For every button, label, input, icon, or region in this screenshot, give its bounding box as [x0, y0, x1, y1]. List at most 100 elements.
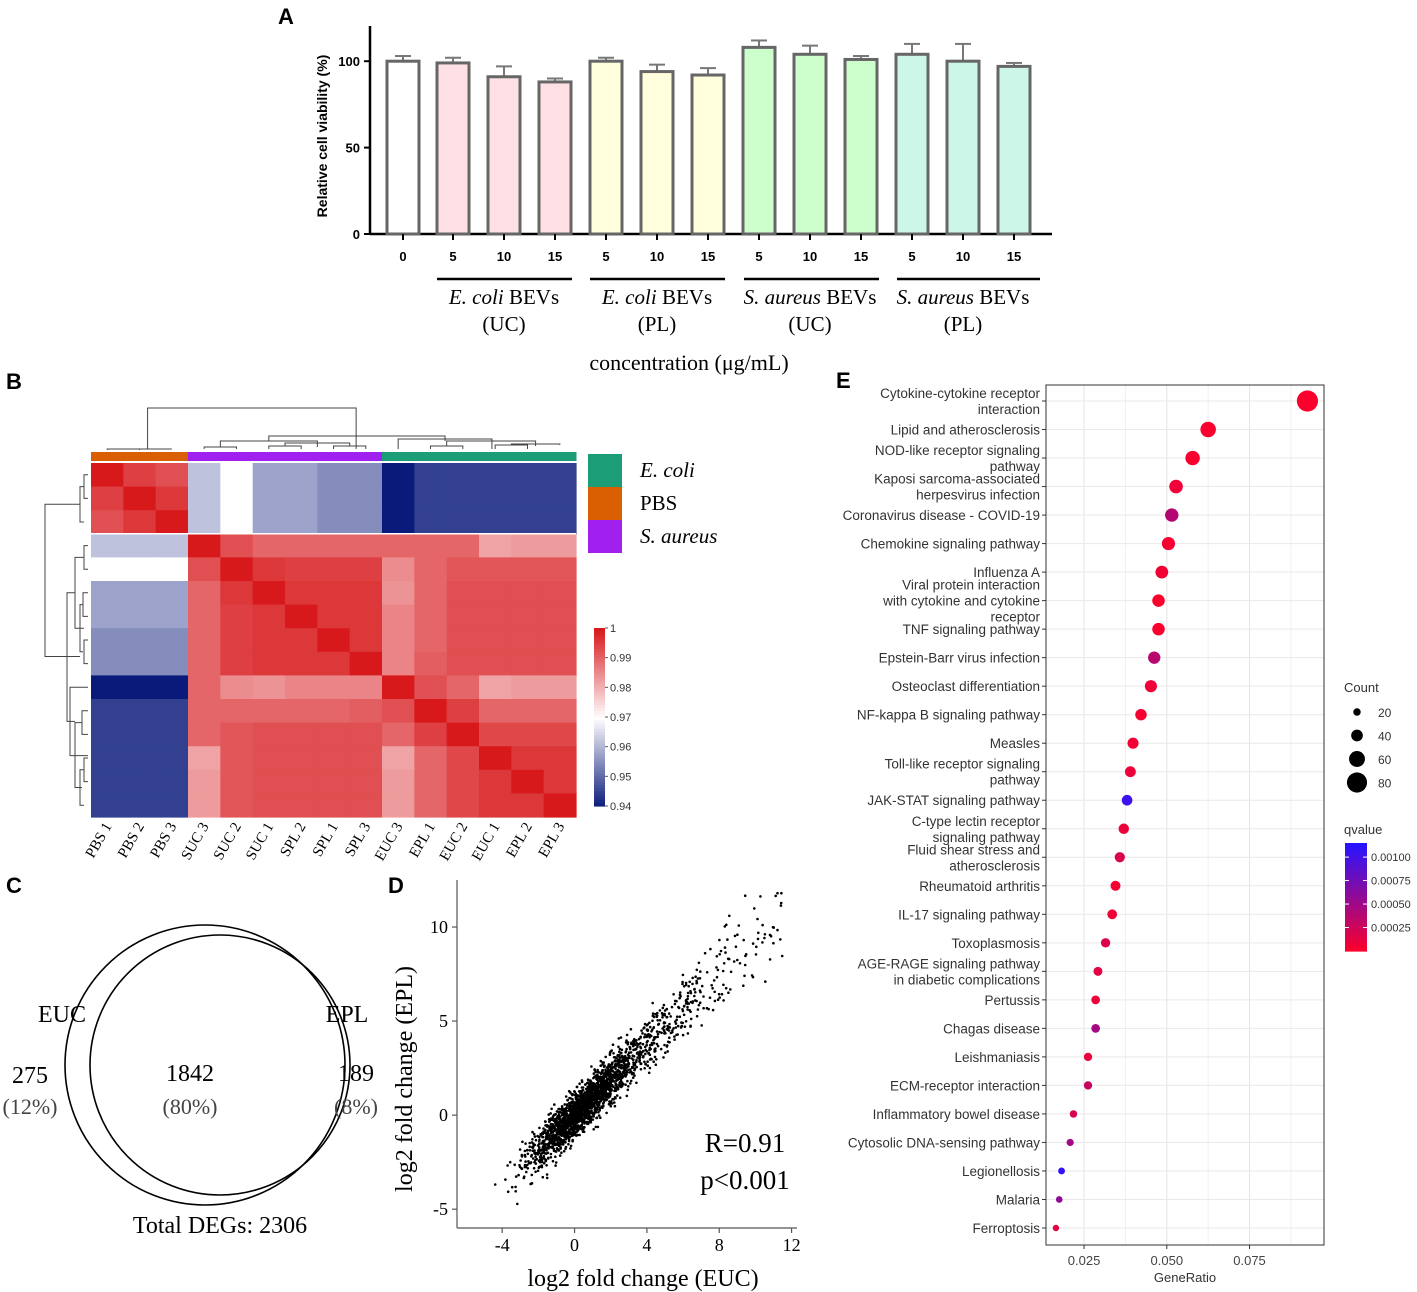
- pathway-dot: [1114, 852, 1125, 863]
- scatter-point: [540, 1148, 544, 1151]
- scatter-point: [596, 1068, 599, 1072]
- scale-bar-segment: [594, 660, 605, 665]
- heatmap-cell: [543, 699, 577, 724]
- x-tick-label: 5: [602, 249, 609, 264]
- scatter-point: [573, 1124, 576, 1127]
- heatmap-cell: [220, 675, 254, 700]
- heatmap-cell: [220, 769, 254, 794]
- scatter-point: [650, 1041, 654, 1045]
- scatter-point: [590, 1081, 593, 1084]
- scatter-point: [554, 1118, 558, 1121]
- scatter-point: [517, 1173, 520, 1177]
- scatter-point: [599, 1059, 603, 1063]
- color-legend-segment: [1345, 940, 1367, 944]
- scatter-point: [583, 1096, 586, 1099]
- scatter-point: [595, 1116, 599, 1119]
- pathway-label: Kaposi sarcoma-associated: [874, 472, 1040, 487]
- scatter-point: [661, 1016, 664, 1019]
- heatmap-cell: [349, 557, 383, 582]
- heatmap-cell: [317, 510, 351, 535]
- scatter-point: [549, 1122, 553, 1126]
- heatmap-cell: [511, 769, 545, 794]
- scatter-point: [615, 1094, 619, 1097]
- scatter-point: [658, 1009, 662, 1012]
- scatter-point: [674, 1022, 678, 1025]
- heatmap-cell: [252, 793, 286, 818]
- scatter-point: [607, 1093, 610, 1096]
- heatmap-cell: [543, 628, 577, 653]
- scatter-point: [576, 1106, 579, 1109]
- scatter-point: [574, 1106, 577, 1110]
- scatter-point: [518, 1148, 522, 1151]
- dendrogram-branch: [83, 545, 88, 570]
- heatmap-cell: [414, 651, 448, 676]
- heatmap-cell: [220, 699, 254, 724]
- heatmap-cell: [91, 699, 124, 724]
- scatter-point: [593, 1083, 596, 1086]
- scatter-point: [570, 1131, 573, 1134]
- scatter-point: [743, 894, 747, 897]
- scatter-point: [532, 1166, 536, 1170]
- x-tick-label: 15: [1007, 249, 1021, 264]
- scatter-point: [751, 942, 755, 945]
- scatter-point: [549, 1145, 552, 1149]
- scatter-point: [669, 1015, 672, 1018]
- scale-bar-segment: [594, 684, 605, 688]
- heatmap-cell: [285, 651, 318, 676]
- scatter-point: [541, 1175, 545, 1179]
- scatter-point: [686, 1005, 689, 1009]
- scatter-point: [593, 1105, 596, 1108]
- scatter-point: [541, 1135, 545, 1139]
- scatter-point: [597, 1114, 601, 1117]
- scatter-point: [551, 1123, 555, 1126]
- scatter-point: [593, 1108, 596, 1112]
- scatter-point: [678, 993, 682, 997]
- scatter-point: [523, 1165, 527, 1169]
- annotation-legend-swatch: [588, 454, 622, 487]
- scatter-point: [631, 1072, 634, 1075]
- scatter-point: [643, 1022, 647, 1026]
- venn-left-count: 275: [12, 1063, 48, 1089]
- scatter-point: [689, 1025, 692, 1028]
- scatter-point: [772, 941, 775, 945]
- scatter-point: [637, 1042, 640, 1046]
- heatmap-cell: [511, 793, 545, 818]
- heatmap-cell: [91, 769, 124, 794]
- scatter-point: [719, 949, 723, 953]
- scatter-point: [654, 1047, 657, 1050]
- scatter-point: [646, 1064, 650, 1067]
- scatter-point: [626, 1041, 630, 1044]
- heatmap-cell: [252, 486, 286, 511]
- scatter-point: [608, 1053, 612, 1056]
- scatter-point: [561, 1143, 565, 1146]
- scatter-point: [588, 1110, 591, 1113]
- pathway-dot: [1121, 794, 1133, 806]
- scatter-point: [603, 1084, 607, 1087]
- scatter-point: [603, 1072, 607, 1076]
- scatter-point: [763, 936, 766, 940]
- scatter-point: [568, 1101, 571, 1105]
- scale-label: 0.99: [610, 653, 631, 665]
- heatmap-cell: [285, 628, 318, 653]
- venn-circle-epl: [89, 934, 351, 1196]
- heatmap-cell: [123, 675, 157, 700]
- scatter-point: [678, 991, 682, 994]
- scatter-point: [665, 1007, 669, 1011]
- heatmap-cell: [91, 746, 124, 771]
- scatter-point: [716, 998, 720, 1001]
- pathway-label: Inflammatory bowel disease: [873, 1107, 1040, 1122]
- scatter-point: [711, 1008, 715, 1012]
- scatter-point: [633, 1067, 637, 1070]
- scatter-point: [641, 1056, 645, 1059]
- sample-label: SPL 1: [310, 820, 342, 860]
- scale-bar-segment: [594, 800, 605, 804]
- scatter-point: [546, 1129, 550, 1133]
- heatmap-cell: [285, 510, 318, 535]
- bar: [996, 64, 1032, 236]
- scatter-point: [636, 1056, 639, 1059]
- pathway-dot: [1083, 1052, 1093, 1062]
- scatter-point: [689, 1017, 693, 1021]
- scatter-point: [648, 1048, 651, 1052]
- heatmap-cell: [446, 557, 480, 582]
- scatter-point: [599, 1077, 603, 1080]
